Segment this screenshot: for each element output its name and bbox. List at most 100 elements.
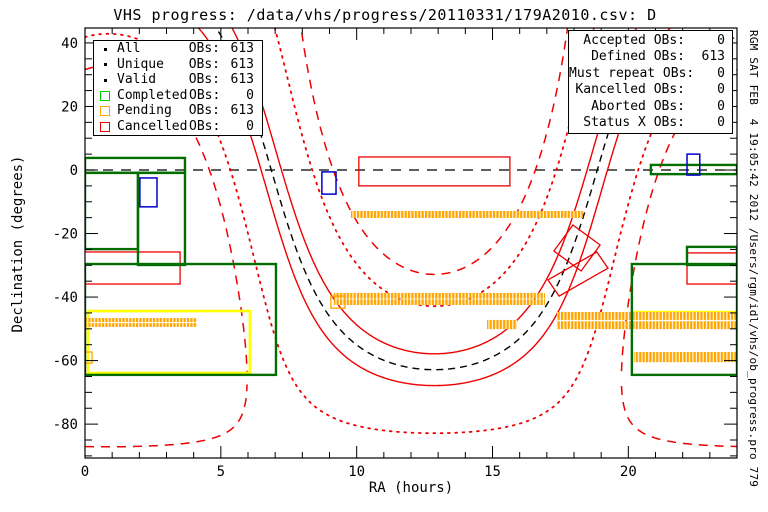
legend-count: 0: [717, 115, 725, 131]
red-region-box: [358, 156, 511, 187]
axis-tick-labels: 0 5 10 15 20 -80 -60 -40 -20 0 20 40: [53, 36, 637, 480]
svg-text:0: 0: [81, 464, 89, 480]
legend-obs-text: OBs:: [189, 87, 221, 103]
legend-label: Pending: [117, 103, 172, 119]
dot-icon: [104, 63, 107, 67]
legend-label: Accepted OBs:: [583, 32, 685, 48]
legend-label: Unique: [117, 56, 164, 72]
legend-label: Completed: [117, 87, 188, 103]
svg-text:-40: -40: [53, 290, 78, 306]
legend-obs-text: OBs:: [188, 103, 220, 119]
blue-box: [139, 177, 158, 208]
legend-count: 0: [717, 98, 725, 114]
legend-row: Pending OBs: 613: [94, 104, 262, 118]
pending-ob-bar: [556, 311, 737, 320]
svg-text:0: 0: [70, 163, 78, 179]
legend-row: Completed OBs: 0: [94, 87, 262, 103]
galactic-latitude-30-curve: [300, 28, 569, 276]
svg-text:-20: -20: [53, 227, 78, 243]
dot-icon: [104, 78, 107, 82]
pending-ob-bars: [85, 210, 737, 364]
x-axis-label: RA (hours): [368, 480, 454, 496]
green-survey-box: [649, 163, 737, 176]
page-title: VHS progress: /data/vhs/progress/2011033…: [113, 6, 657, 24]
svg-text:20: 20: [620, 464, 637, 480]
pending-ob-outline: [330, 295, 346, 309]
red-tilted-region: [546, 251, 609, 297]
legend-label: Status X OBs:: [583, 115, 685, 131]
legend-count: 0: [717, 32, 725, 48]
completed-square-icon: [100, 90, 110, 101]
legend-obs-text: OBs:: [188, 56, 220, 72]
legend-row: Accepted OBs: 0: [569, 32, 732, 48]
legend-label: Aborted OBs:: [591, 98, 685, 114]
legend-label: Valid: [117, 72, 157, 88]
legend-row: All OBs: 613: [94, 42, 262, 56]
red-region-box: [686, 252, 737, 285]
legend-label: Must repeat OBs:: [569, 65, 695, 81]
pending-ob-bar: [333, 292, 545, 299]
red-region-box: [85, 251, 181, 285]
green-survey-box: [136, 171, 187, 267]
svg-text:40: 40: [61, 36, 78, 52]
legend-ob-definition-counts: Accepted OBs: 0 Defined OBs: 613 Must repeat…: [568, 30, 733, 134]
legend-row: Cancelled OBs: 0: [94, 118, 262, 134]
blue-box: [321, 171, 337, 195]
legend-row: Valid OBs: 613: [94, 73, 262, 87]
legend-row: Defined OBs: 613: [569, 50, 732, 64]
pending-ob-outline: [85, 351, 93, 364]
pending-ob-bar: [86, 318, 197, 323]
survey-region-boxes: [85, 156, 737, 377]
svg-text:-60: -60: [53, 354, 78, 370]
pending-ob-bar: [86, 323, 197, 327]
legend-count: 0: [246, 87, 254, 103]
green-survey-box: [85, 171, 140, 251]
blue-box: [686, 153, 701, 176]
legend-obs-text: OBs:: [188, 72, 220, 88]
galactic-latitude--20-curve: [85, 32, 737, 435]
green-survey-box: [630, 262, 737, 377]
legend-row: Kancelled OBs: 0: [569, 83, 732, 97]
pending-ob-bar: [633, 352, 737, 363]
pending-ob-bar: [556, 321, 737, 330]
legend-obs-text: OBs:: [188, 41, 220, 57]
green-survey-box: [85, 156, 187, 175]
legend-count: 0: [717, 65, 725, 81]
legend-count: 613: [230, 72, 254, 88]
legend-label: Kancelled OBs:: [575, 82, 685, 98]
pending-ob-bar: [487, 319, 517, 330]
provenance-side-note: RGM SAT FEB 4 19:05:42 2012 /Users/rgm/i…: [747, 30, 760, 488]
pending-ob-bar: [350, 210, 583, 218]
legend-count: 613: [230, 56, 254, 72]
y-axis-label: Declination (degrees): [10, 155, 26, 333]
legend-count: 613: [701, 49, 725, 65]
yellow-region-box: [86, 309, 252, 375]
svg-text:15: 15: [484, 464, 501, 480]
red-tilted-region: [552, 224, 602, 272]
legend-count: 0: [246, 118, 254, 134]
cancelled-region-boxes: [85, 156, 737, 297]
legend-ob-status-counts: All OBs: 613 Unique OBs: 613 Valid OBs: 613 Compl…: [93, 40, 263, 136]
legend-label: Defined OBs:: [591, 49, 685, 65]
dot-icon: [104, 47, 107, 51]
svg-text:20: 20: [61, 99, 78, 115]
legend-row: Aborted OBs: 0: [569, 98, 732, 114]
svg-text:-80: -80: [53, 417, 78, 433]
legend-row: Unique OBs: 613: [94, 56, 262, 72]
pending-square-icon: [100, 106, 110, 117]
blue-selection-boxes: [139, 153, 701, 208]
legend-label: All: [117, 41, 141, 57]
legend-count: 613: [230, 41, 254, 57]
legend-row: Status X OBs: 0: [569, 116, 732, 130]
green-survey-box: [85, 262, 278, 377]
legend-count: 0: [717, 82, 725, 98]
legend-count: 613: [230, 103, 254, 119]
svg-text:5: 5: [217, 464, 225, 480]
green-survey-box: [685, 245, 737, 267]
legend-obs-text: OBs:: [189, 118, 221, 134]
legend-row: Must repeat OBs: 0: [569, 65, 732, 81]
svg-text:10: 10: [348, 464, 365, 480]
cancelled-square-icon: [100, 121, 110, 132]
